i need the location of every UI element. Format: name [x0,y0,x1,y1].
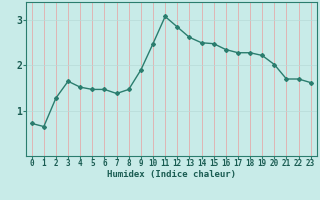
X-axis label: Humidex (Indice chaleur): Humidex (Indice chaleur) [107,170,236,179]
